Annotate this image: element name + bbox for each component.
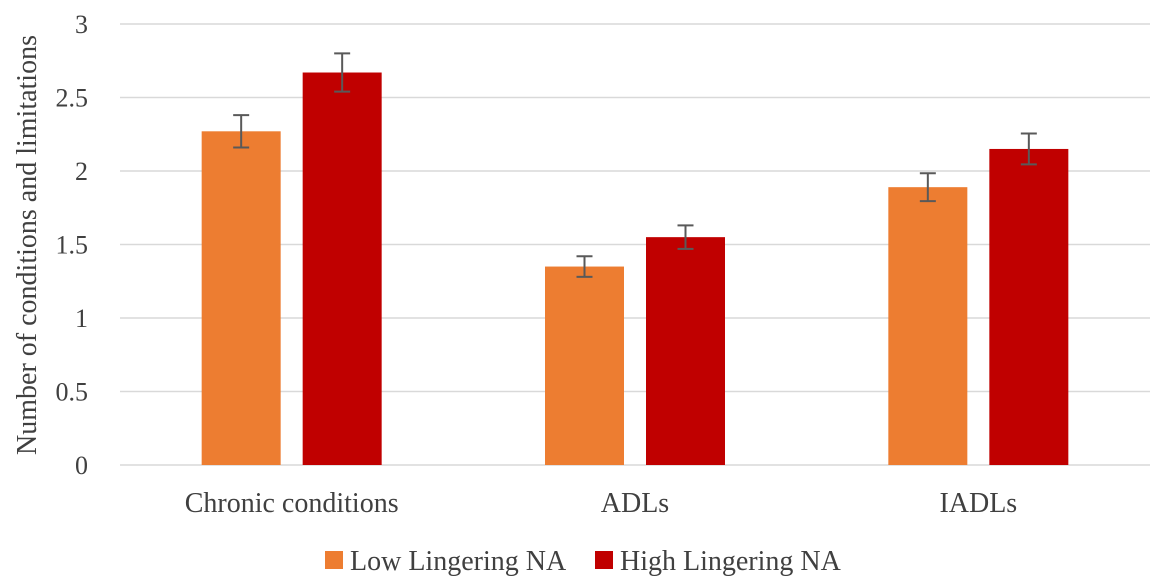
bar-high-0 [302, 72, 382, 465]
y-tick-label: 3 [75, 10, 88, 39]
error-bar [334, 52, 351, 93]
category-label: Chronic conditions [185, 488, 399, 519]
category-label: ADLs [601, 488, 669, 519]
bar-high-2 [989, 148, 1069, 465]
category-label: IADLs [939, 488, 1017, 519]
bar-high-1 [646, 237, 725, 465]
y-tick-label: 2.5 [56, 84, 89, 113]
y-axis-ticks: 0 0.5 1 1.5 2 2.5 3 [56, 10, 89, 480]
bar-low-2 [888, 187, 968, 466]
category-labels: Chronic conditions ADLs IADLs [185, 488, 1017, 519]
error-bar [1020, 132, 1037, 166]
legend: Low Lingering NA High Lingering NA [325, 546, 842, 577]
legend-swatch [595, 551, 613, 569]
legend-label: High Lingering NA [620, 546, 842, 577]
legend-label: Low Lingering NA [350, 546, 567, 577]
gridlines [120, 23, 1150, 466]
bar-low-0 [201, 131, 281, 465]
y-tick-label: 0 [75, 451, 88, 480]
error-bar [677, 224, 694, 250]
error-bar [576, 255, 593, 278]
y-axis-title: Number of conditions and limitations [12, 35, 43, 455]
bars [201, 72, 1069, 466]
y-tick-label: 0.5 [56, 378, 89, 407]
bar-low-1 [545, 266, 624, 465]
legend-swatch [325, 551, 343, 569]
error-bars [233, 52, 1037, 278]
y-tick-label: 2 [75, 157, 88, 186]
y-tick-label: 1 [75, 304, 88, 333]
error-bar [919, 172, 936, 203]
error-bar [233, 114, 250, 149]
y-tick-label: 1.5 [56, 231, 89, 260]
